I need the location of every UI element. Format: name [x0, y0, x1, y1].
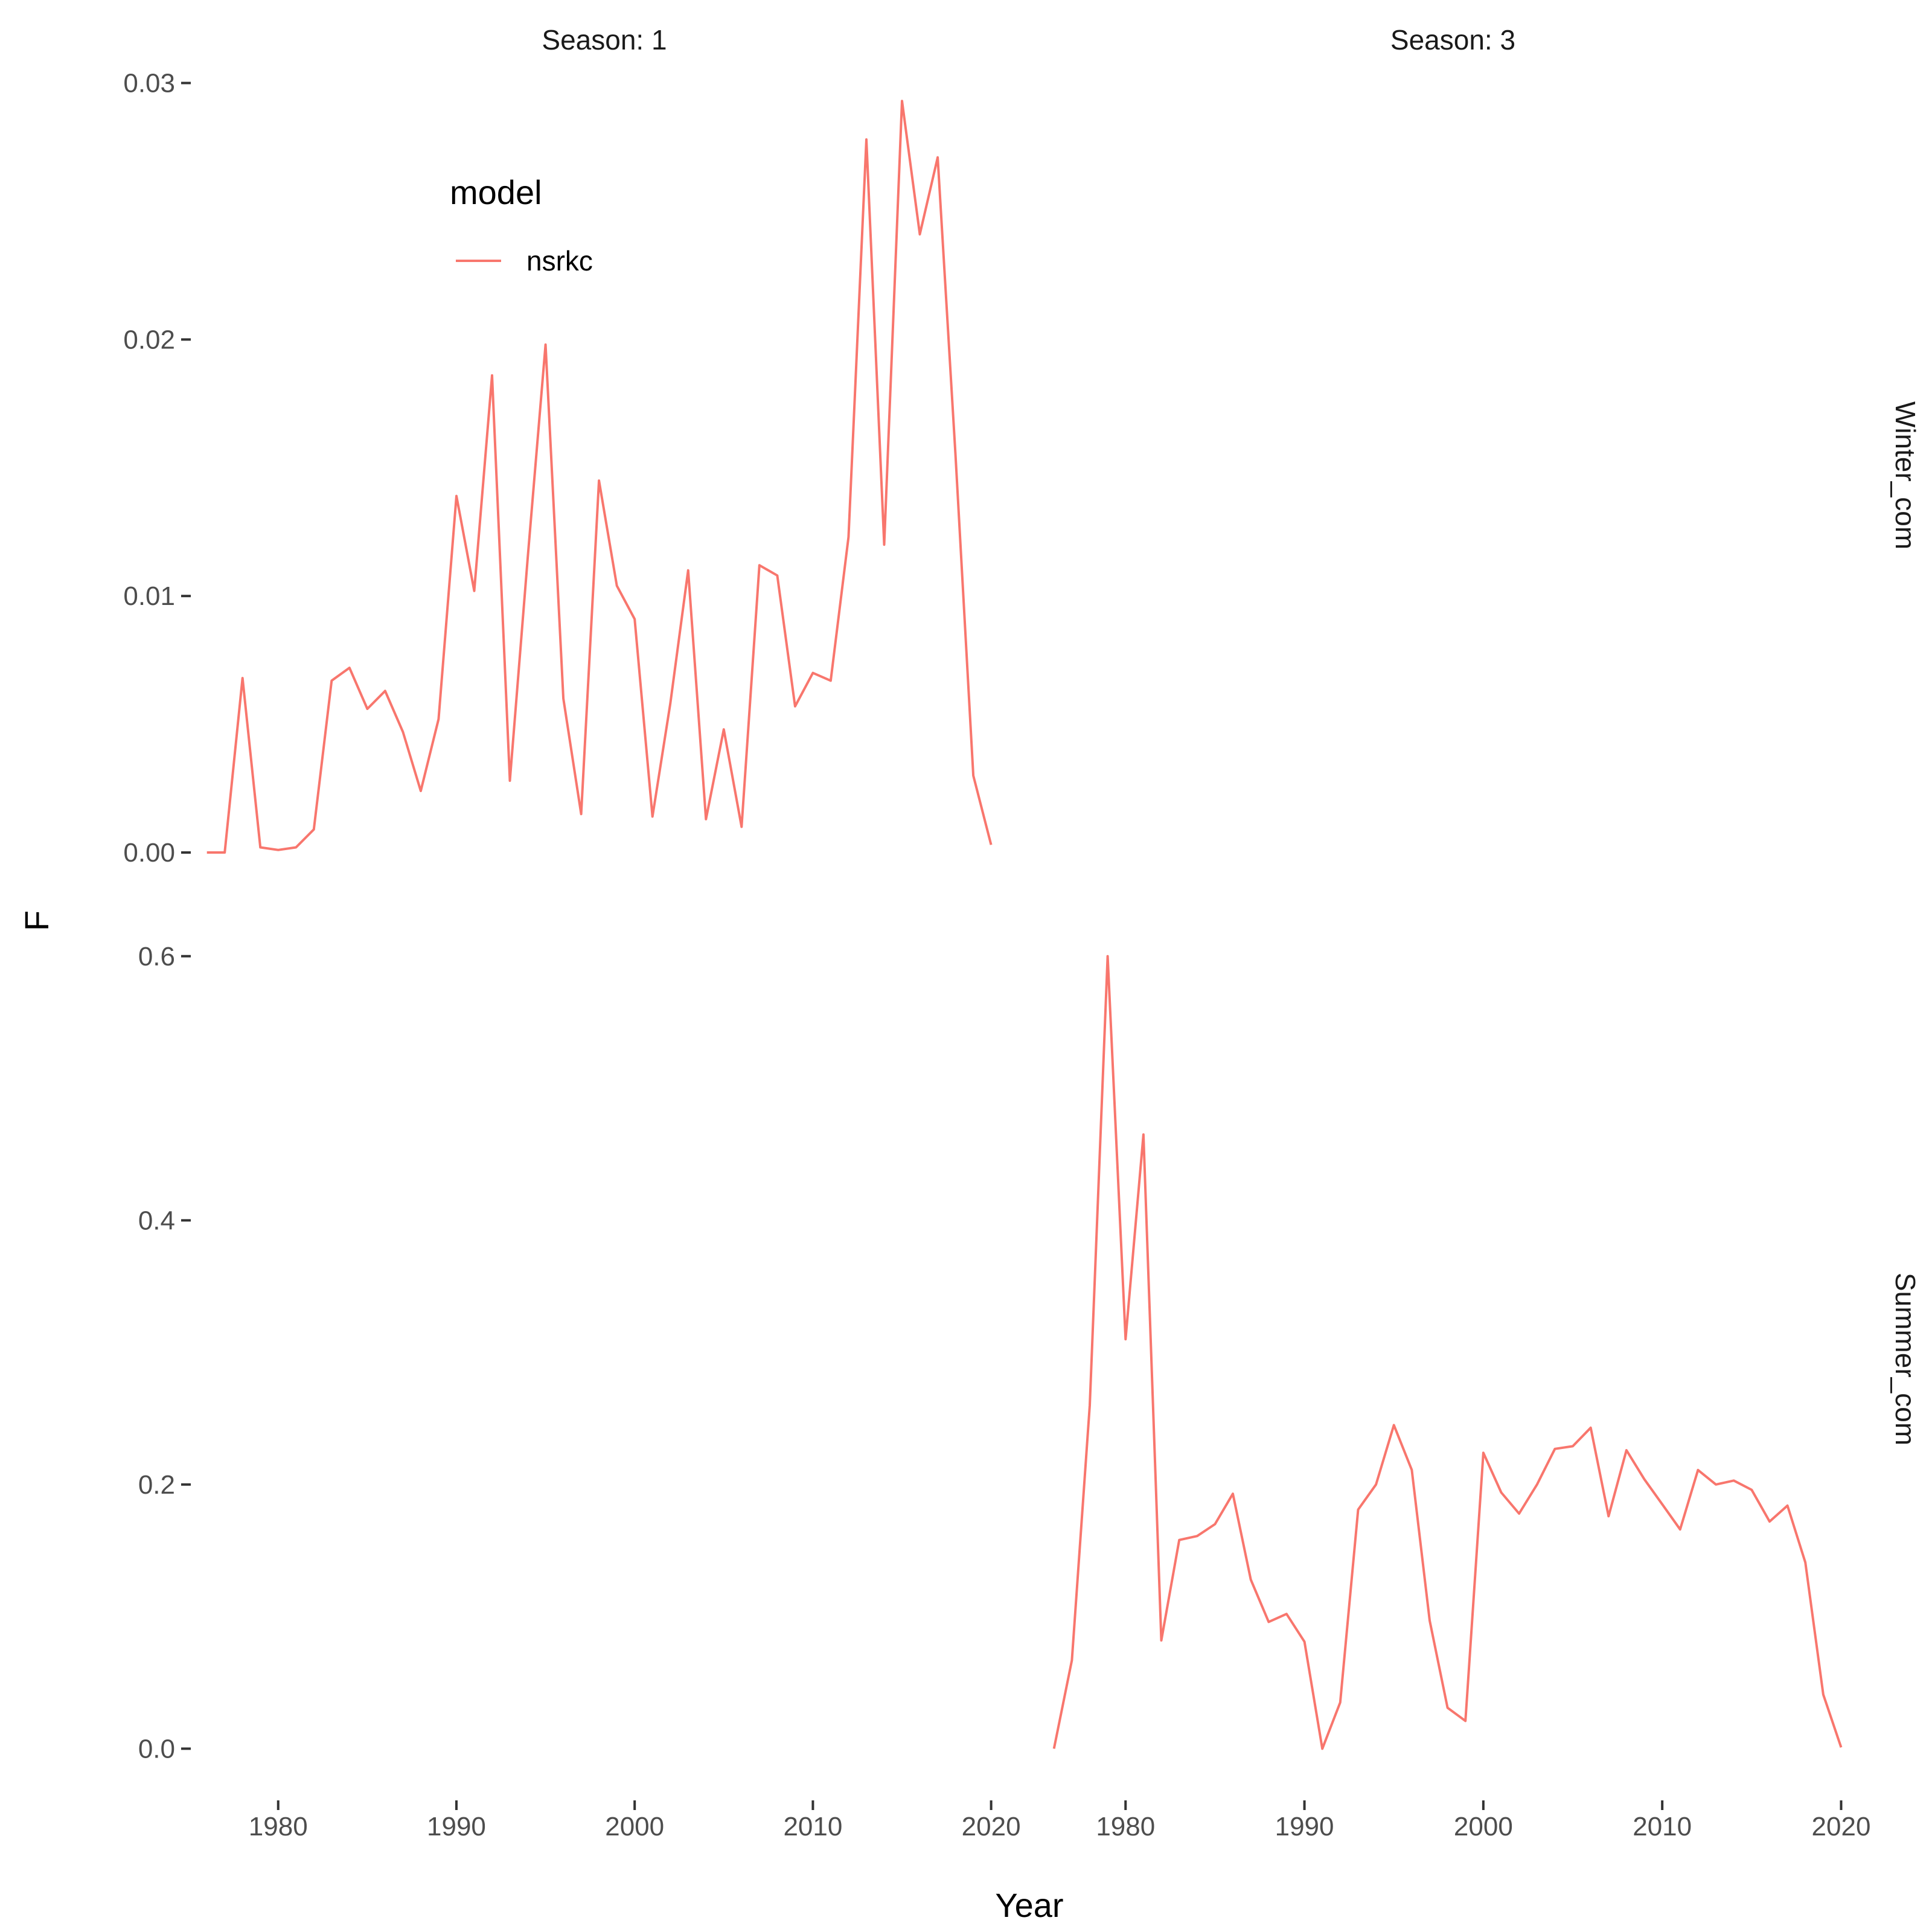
strip-label-summer-com: Summer_com: [1890, 1273, 1921, 1445]
y-tick-label: 0.01: [123, 581, 175, 611]
y-tick-label: 0.00: [123, 838, 175, 868]
y-tick-label: 0.4: [138, 1206, 175, 1235]
panels-layer: [206, 100, 1843, 1750]
x-tick-label: 2020: [962, 1812, 1021, 1841]
legend-label-nsrkc: nsrkc: [526, 245, 593, 277]
x-tick-label: 2020: [1812, 1812, 1871, 1841]
y-tick-label: 0.6: [138, 942, 175, 971]
y-tick-label: 0.2: [138, 1470, 175, 1500]
y-tick-label: 0.02: [123, 325, 175, 354]
x-tick-label: 1990: [427, 1812, 486, 1841]
x-axis-title: Year: [995, 1886, 1063, 1924]
strip-label-season-1: Season: 1: [542, 24, 667, 56]
x-tick-label: 2010: [1633, 1812, 1692, 1841]
x-tick-label: 1980: [249, 1812, 308, 1841]
strip-label-season-3: Season: 3: [1390, 24, 1515, 56]
x-tick-label: 2010: [783, 1812, 842, 1841]
x-tick-label: 1990: [1275, 1812, 1334, 1841]
legend: model nsrkc: [450, 173, 593, 277]
strip-label-winter-com: Winter_com: [1890, 401, 1921, 549]
series-line-nsrkc-r0c0: [206, 100, 993, 854]
x-tick-label: 2000: [605, 1812, 664, 1841]
series-line-nsrkc-r1c1: [1052, 955, 1843, 1750]
axes-layer: 0.00 0.01 0.02 0.03 0.0 0.2 0.4 0.6 1980 1990 2000…: [123, 68, 1870, 1841]
y-tick-label: 0.03: [123, 68, 175, 98]
y-tick-label: 0.0: [138, 1734, 175, 1764]
x-tick-label: 1980: [1096, 1812, 1155, 1841]
x-tick-label: 2000: [1454, 1812, 1513, 1841]
y-axis-title: F: [18, 910, 56, 931]
legend-title: model: [450, 173, 542, 211]
